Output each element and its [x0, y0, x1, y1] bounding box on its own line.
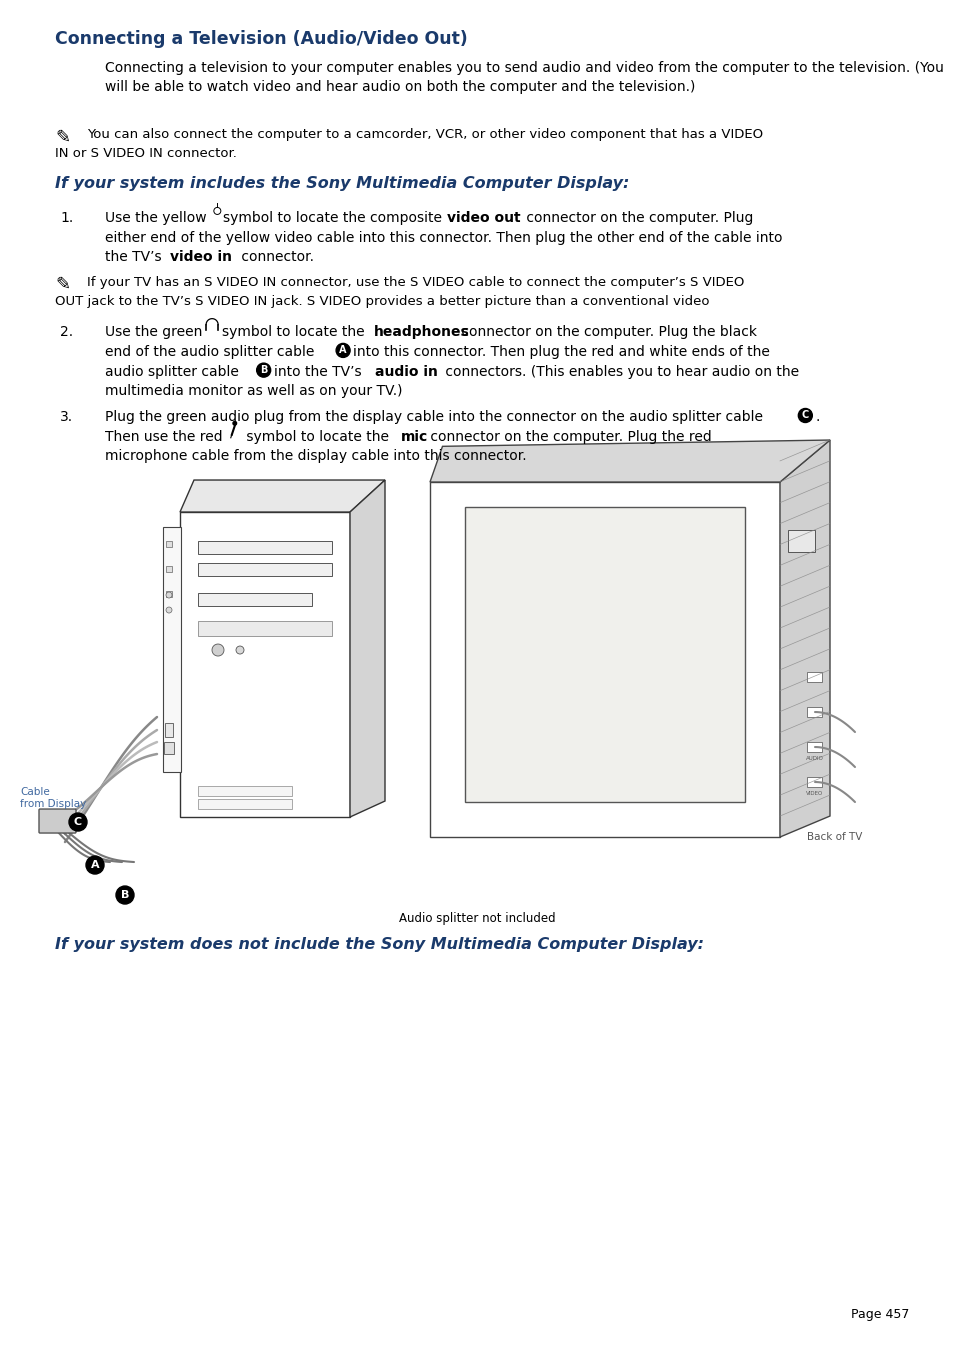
- Circle shape: [212, 644, 224, 657]
- Text: connector on the computer. Plug the black: connector on the computer. Plug the blac…: [456, 326, 757, 339]
- Polygon shape: [430, 482, 780, 838]
- Text: into this connector. Then plug the red and white ends of the: into this connector. Then plug the red a…: [353, 345, 769, 359]
- Text: C: C: [801, 411, 808, 420]
- FancyBboxPatch shape: [464, 507, 744, 802]
- Polygon shape: [430, 440, 829, 482]
- Text: multimedia monitor as well as on your TV.): multimedia monitor as well as on your TV…: [105, 384, 402, 399]
- FancyBboxPatch shape: [166, 590, 172, 597]
- Text: headphones: headphones: [374, 326, 469, 339]
- Text: Cable
from Display: Cable from Display: [20, 788, 86, 809]
- FancyBboxPatch shape: [166, 540, 172, 547]
- FancyBboxPatch shape: [806, 777, 821, 788]
- Text: Connecting a television to your computer enables you to send audio and video fro: Connecting a television to your computer…: [105, 61, 943, 93]
- Text: Plug the green audio plug from the display cable into the connector on the audio: Plug the green audio plug from the displ…: [105, 409, 766, 424]
- Text: video in: video in: [170, 250, 232, 265]
- FancyBboxPatch shape: [165, 723, 172, 738]
- Circle shape: [116, 886, 133, 904]
- FancyBboxPatch shape: [198, 786, 292, 796]
- FancyBboxPatch shape: [198, 540, 332, 554]
- Text: the TV’s: the TV’s: [105, 250, 166, 265]
- Circle shape: [166, 607, 172, 613]
- Text: You can also connect the computer to a camcorder, VCR, or other video component : You can also connect the computer to a c…: [87, 128, 762, 142]
- Text: B: B: [121, 890, 129, 900]
- Circle shape: [233, 422, 236, 426]
- Text: end of the audio splitter cable: end of the audio splitter cable: [105, 345, 318, 359]
- Polygon shape: [180, 480, 385, 512]
- Circle shape: [235, 646, 244, 654]
- Text: If your system includes the Sony Multimedia Computer Display:: If your system includes the Sony Multime…: [55, 176, 629, 190]
- Text: OUT jack to the TV’s S VIDEO IN jack. S VIDEO provides a better picture than a c: OUT jack to the TV’s S VIDEO IN jack. S …: [55, 295, 709, 308]
- Text: A: A: [339, 346, 347, 355]
- Polygon shape: [780, 440, 829, 838]
- Text: If your system does not include the Sony Multimedia Computer Display:: If your system does not include the Sony…: [55, 938, 703, 952]
- FancyBboxPatch shape: [198, 798, 292, 809]
- Text: microphone cable from the display cable into this connector.: microphone cable from the display cable …: [105, 450, 526, 463]
- FancyBboxPatch shape: [198, 621, 332, 636]
- Text: AUDIO: AUDIO: [804, 757, 822, 761]
- Text: symbol to locate the composite: symbol to locate the composite: [223, 211, 446, 224]
- Text: Use the yellow: Use the yellow: [105, 211, 211, 224]
- Text: 3.: 3.: [60, 409, 73, 424]
- Text: into the TV’s: into the TV’s: [274, 365, 365, 378]
- Text: connector.: connector.: [236, 250, 314, 265]
- Text: symbol to locate the: symbol to locate the: [241, 430, 393, 443]
- Text: VIDEO: VIDEO: [805, 792, 822, 796]
- Circle shape: [86, 857, 104, 874]
- Text: B: B: [260, 365, 267, 376]
- Text: Back of TV: Back of TV: [806, 832, 862, 842]
- FancyBboxPatch shape: [164, 742, 173, 754]
- Circle shape: [798, 408, 812, 423]
- Text: audio splitter cable: audio splitter cable: [105, 365, 243, 378]
- Text: ✎: ✎: [55, 128, 71, 146]
- Text: audio in: audio in: [375, 365, 437, 378]
- FancyBboxPatch shape: [198, 593, 312, 607]
- Polygon shape: [350, 480, 385, 817]
- Text: Connecting a Television (Audio/Video Out): Connecting a Television (Audio/Video Out…: [55, 30, 467, 49]
- FancyBboxPatch shape: [806, 707, 821, 717]
- Text: IN or S VIDEO IN connector.: IN or S VIDEO IN connector.: [55, 147, 236, 159]
- Text: ✎: ✎: [55, 276, 71, 295]
- FancyBboxPatch shape: [787, 530, 815, 553]
- Polygon shape: [180, 512, 350, 817]
- Circle shape: [69, 813, 87, 831]
- Text: Then use the red: Then use the red: [105, 430, 227, 443]
- Text: 1.: 1.: [60, 211, 73, 224]
- Text: connectors. (This enables you to hear audio on the: connectors. (This enables you to hear au…: [441, 365, 799, 378]
- Circle shape: [166, 592, 172, 598]
- Text: If your TV has an S VIDEO IN connector, use the S VIDEO cable to connect the com: If your TV has an S VIDEO IN connector, …: [87, 276, 743, 289]
- FancyBboxPatch shape: [806, 671, 821, 682]
- Text: Audio splitter not included: Audio splitter not included: [398, 912, 555, 925]
- Text: Use the green: Use the green: [105, 326, 207, 339]
- Circle shape: [335, 343, 350, 358]
- Text: 2.: 2.: [60, 326, 73, 339]
- FancyBboxPatch shape: [166, 566, 172, 571]
- Text: mic: mic: [400, 430, 428, 443]
- Text: symbol to locate the: symbol to locate the: [222, 326, 369, 339]
- Text: either end of the yellow video cable into this connector. Then plug the other en: either end of the yellow video cable int…: [105, 231, 781, 245]
- Text: Page 457: Page 457: [850, 1308, 908, 1321]
- Text: connector on the computer. Plug the red: connector on the computer. Plug the red: [425, 430, 711, 443]
- FancyBboxPatch shape: [806, 742, 821, 753]
- Text: connector on the computer. Plug: connector on the computer. Plug: [521, 211, 753, 224]
- Text: C: C: [74, 817, 82, 827]
- FancyBboxPatch shape: [39, 809, 76, 834]
- FancyBboxPatch shape: [198, 563, 332, 576]
- Circle shape: [256, 363, 271, 377]
- Text: video out: video out: [447, 211, 520, 224]
- Text: .: .: [815, 409, 819, 424]
- Text: A: A: [91, 861, 99, 870]
- FancyBboxPatch shape: [163, 527, 181, 771]
